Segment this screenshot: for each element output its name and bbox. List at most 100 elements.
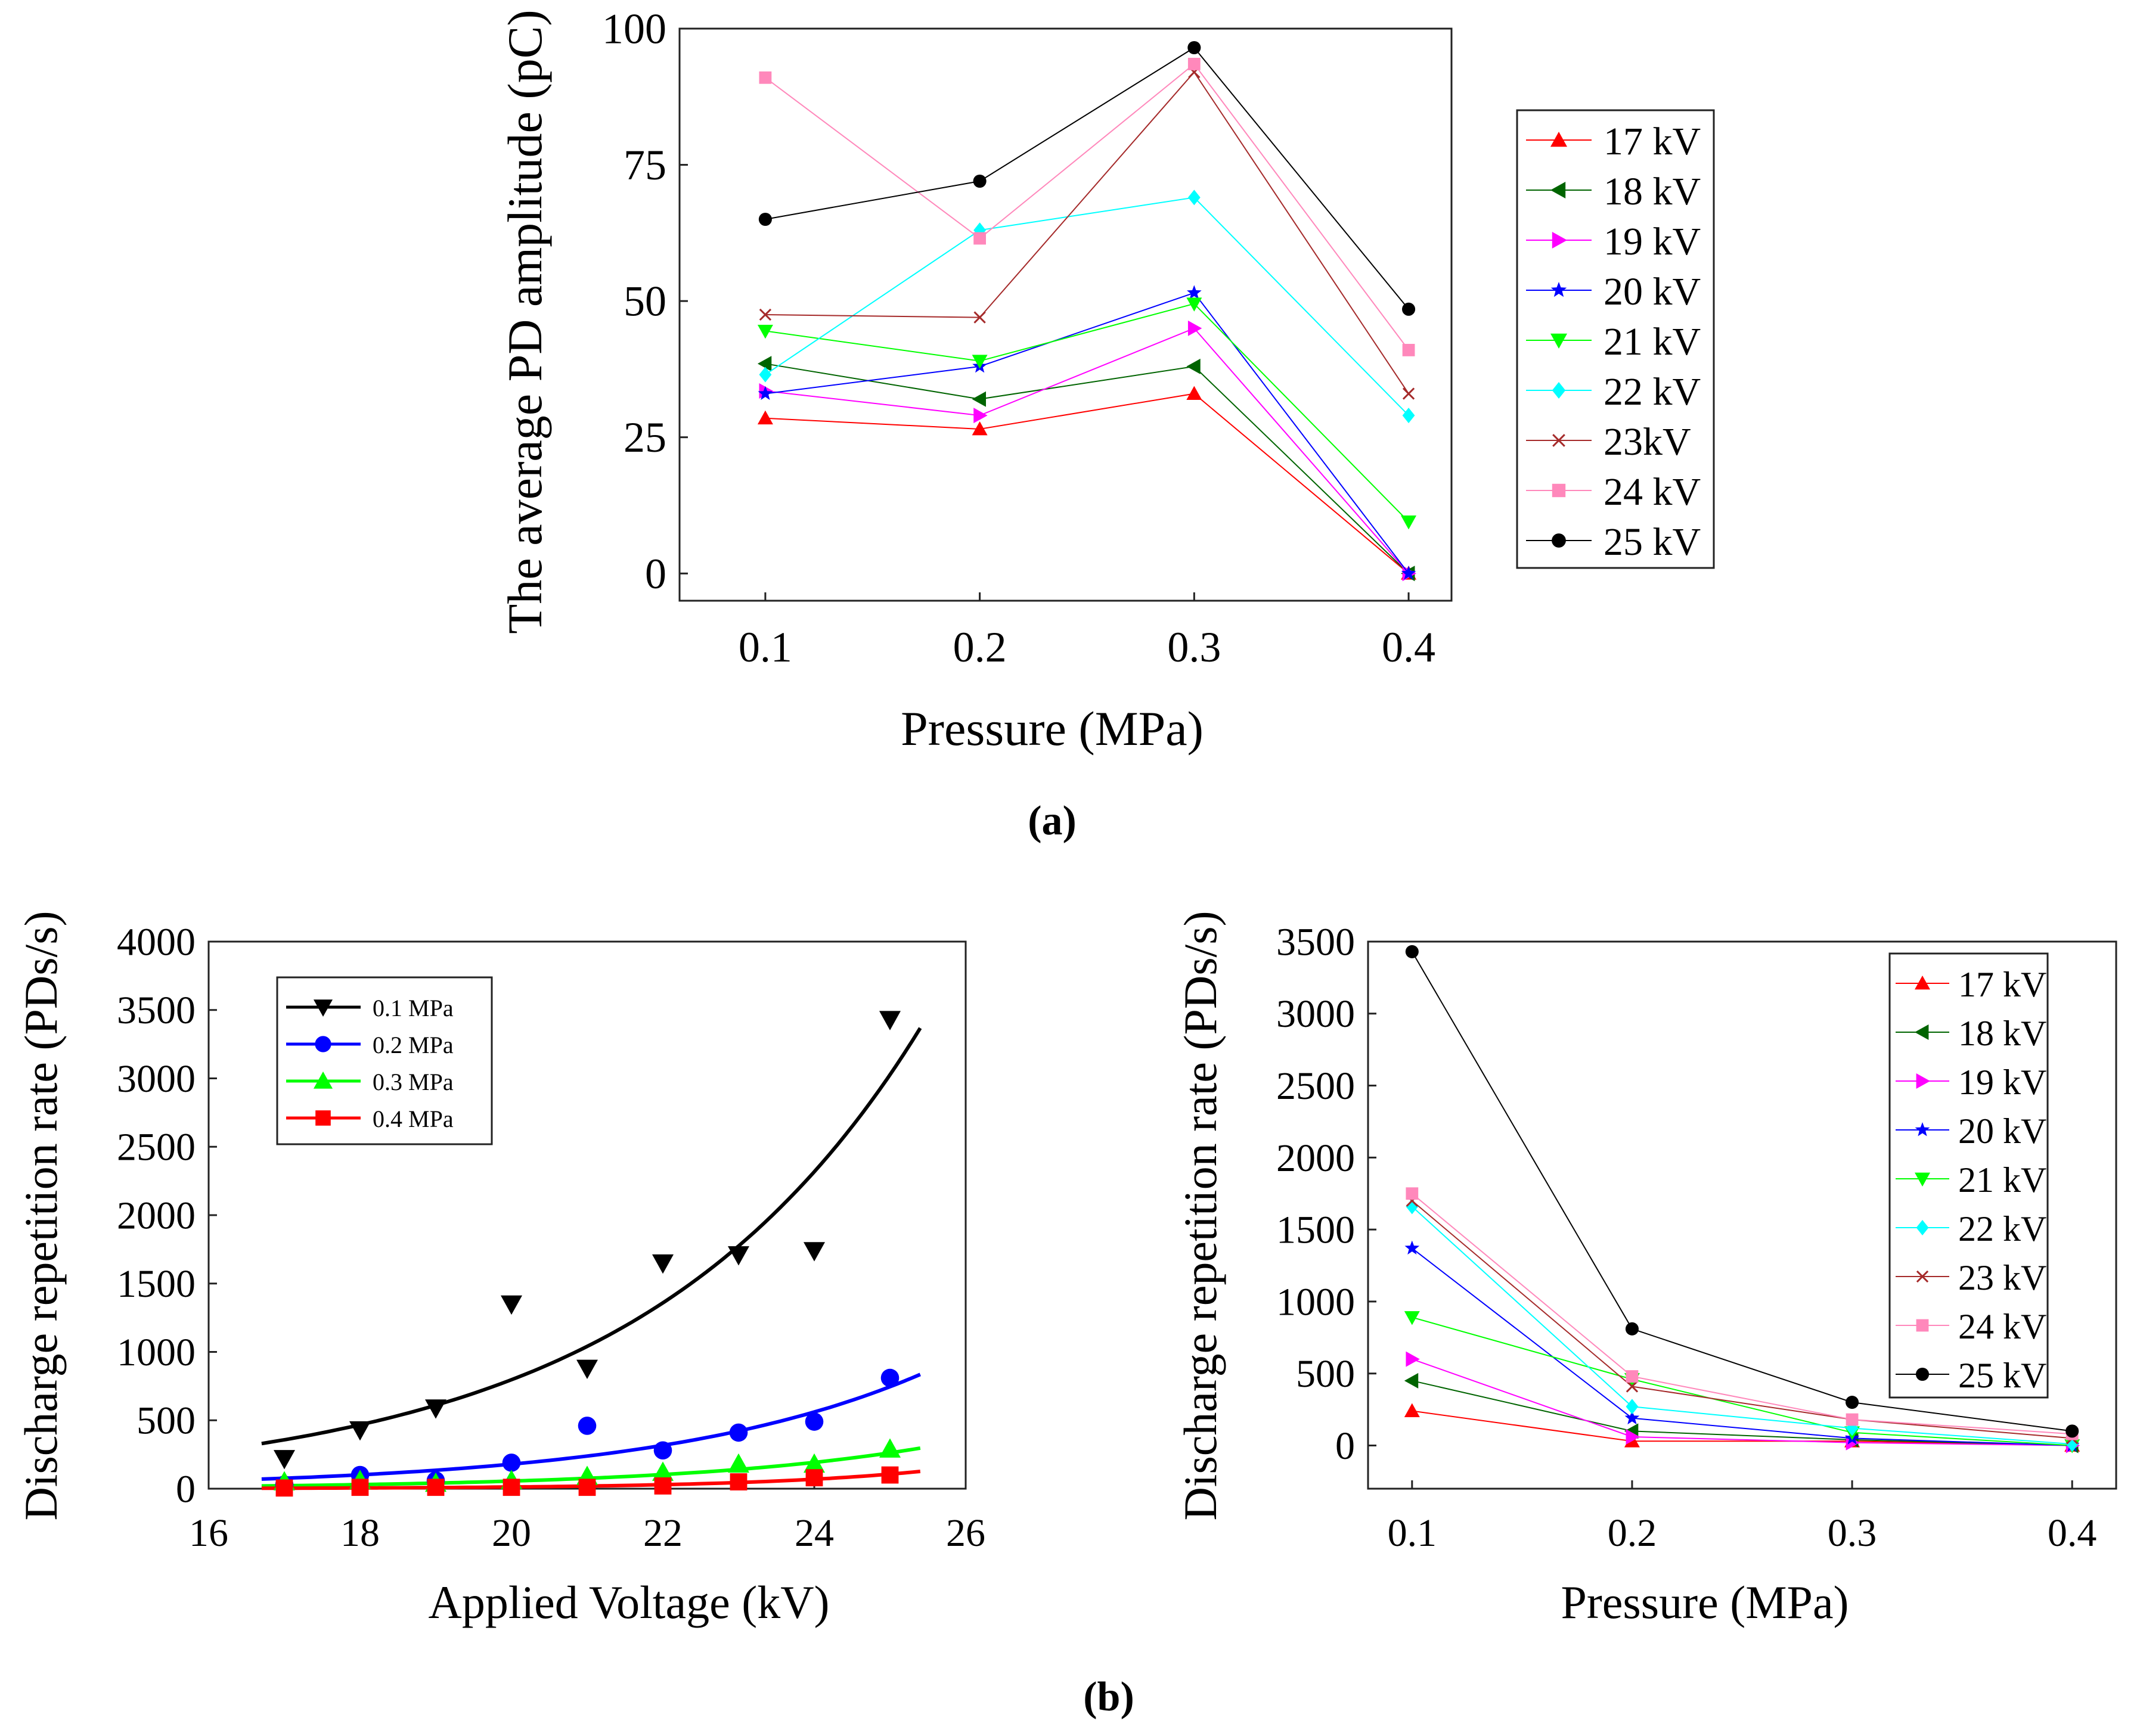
tick-marks-b-right xyxy=(1368,940,2073,1489)
data-point xyxy=(1626,1429,1640,1445)
data-point xyxy=(2065,1424,2079,1438)
data-point xyxy=(805,1469,823,1487)
series-line xyxy=(1411,951,2073,1432)
data-point xyxy=(1187,190,1201,206)
data-point xyxy=(757,325,773,339)
legend-marker xyxy=(315,1110,331,1126)
x-tick-label: 24 xyxy=(795,1511,834,1555)
data-point xyxy=(1404,1240,1420,1255)
legend-marker xyxy=(1552,434,1565,447)
legend-marker xyxy=(1550,132,1567,147)
y-tick-label: 1000 xyxy=(117,1331,196,1374)
data-point xyxy=(578,1479,596,1496)
legend-marker xyxy=(1552,232,1567,249)
y-tick-label: 3500 xyxy=(117,989,196,1032)
series-line xyxy=(1412,1247,2073,1446)
y-tick-label: 50 xyxy=(624,278,666,325)
y-axis-label-a: The average PD amplitude (pC) xyxy=(498,10,552,633)
x-tick-labels-b-left: 16 18 20 22 24 26 xyxy=(189,1511,985,1555)
data-point xyxy=(757,356,772,372)
series-line xyxy=(765,363,1409,574)
data-point xyxy=(757,410,773,425)
series-line xyxy=(765,327,1409,574)
y-tick-label: 4000 xyxy=(117,920,196,964)
data-point xyxy=(1406,1351,1420,1367)
legend-marker xyxy=(314,1072,333,1089)
data-point xyxy=(1404,1372,1419,1389)
legend-label: 0.3 MPa xyxy=(373,1069,454,1095)
data-point xyxy=(1186,358,1201,374)
data-point xyxy=(758,386,773,400)
data-point xyxy=(1846,1413,1859,1426)
legend-marker xyxy=(1550,333,1567,349)
series-line xyxy=(1412,1206,2073,1445)
legend-marker xyxy=(1915,976,1930,990)
legend-marker xyxy=(1552,483,1566,498)
data-point xyxy=(275,1479,293,1497)
legend-label: 0.1 MPa xyxy=(373,995,454,1021)
data-point xyxy=(1401,566,1416,580)
data-point xyxy=(425,1399,446,1419)
data-point xyxy=(730,1473,748,1490)
data-point xyxy=(576,1359,598,1380)
x-tick-labels-a: 0.1 0.2 0.3 0.4 xyxy=(739,623,1435,671)
legend-marker xyxy=(1915,1172,1930,1187)
series-0-4-mpa xyxy=(275,1466,899,1497)
legend-label: 25 kV xyxy=(1958,1356,2046,1395)
series-line xyxy=(1412,1380,2073,1446)
data-point xyxy=(972,391,987,407)
legend-b-left: 0.1 MPa 0.2 MPa 0.3 MPa 0.4 MPa xyxy=(276,976,493,1145)
x-tick-label: 18 xyxy=(340,1511,380,1555)
y-tick-labels-b-left: 0 500 1000 1500 2000 2500 3000 3500 4000 xyxy=(117,920,196,1511)
data-point xyxy=(728,1246,749,1266)
data-point xyxy=(759,308,772,321)
data-point xyxy=(1404,1311,1420,1325)
series-line xyxy=(765,63,1409,350)
data-point xyxy=(1186,297,1202,312)
series-line xyxy=(765,292,1409,574)
x-axis-label-b-left: Applied Voltage (kV) xyxy=(428,1576,829,1628)
data-point xyxy=(1405,945,1419,958)
legend-marker xyxy=(1915,1122,1930,1136)
series-line xyxy=(765,197,1409,416)
data-point xyxy=(1626,1380,1639,1393)
series-0-1-mpa xyxy=(274,1011,901,1470)
fit-curve-0-2-mpa xyxy=(261,1372,921,1481)
series-line xyxy=(765,303,1409,523)
data-point xyxy=(578,1417,597,1435)
chart-panel-a: 0 25 50 75 100 0.1 0.2 0.3 0.4 Pressure (MPa) T… xyxy=(498,5,1715,756)
data-point xyxy=(1625,1322,1639,1336)
x-axis-label-b-right: Pressure (MPa) xyxy=(1561,1576,1849,1628)
x-tick-label: 0.4 xyxy=(2048,1511,2097,1555)
series-line xyxy=(1412,1316,2073,1446)
legend-marker xyxy=(1916,1270,1929,1283)
legend-label: 17 kV xyxy=(1604,120,1701,163)
y-axis-label-b-right: Discharge repetition rate (PDs/s) xyxy=(1174,911,1226,1520)
y-tick-label: 2500 xyxy=(117,1126,196,1169)
data-point xyxy=(1624,1410,1640,1425)
fit-curve-0-1-mpa xyxy=(261,1027,922,1446)
data-point xyxy=(1186,386,1202,400)
x-tick-label: 20 xyxy=(492,1511,531,1555)
series-21-kv xyxy=(757,297,1417,530)
y-tick-label: 500 xyxy=(137,1399,196,1443)
data-point xyxy=(729,1423,748,1442)
data-point xyxy=(654,1477,672,1495)
series-group-b-left xyxy=(274,1011,901,1497)
legend-label: 23 kV xyxy=(1958,1258,2046,1297)
legend-label: 22 kV xyxy=(1604,370,1701,414)
data-point xyxy=(759,71,772,84)
legend-marker xyxy=(1915,1367,1930,1381)
data-point xyxy=(1187,41,1201,55)
legend-marker xyxy=(1916,1220,1929,1235)
legend-marker xyxy=(1916,1073,1930,1089)
legend-marker xyxy=(1552,533,1566,548)
data-point xyxy=(804,1242,825,1262)
legend-label: 22 kV xyxy=(1958,1209,2046,1249)
y-tick-label: 0 xyxy=(1335,1424,1355,1468)
data-point xyxy=(1626,1399,1639,1415)
legend-marker xyxy=(1915,1024,1929,1040)
y-axis-label-b-left: Discharge repetition rate (PDs/s) xyxy=(15,911,67,1520)
x-tick-label: 16 xyxy=(189,1511,228,1555)
